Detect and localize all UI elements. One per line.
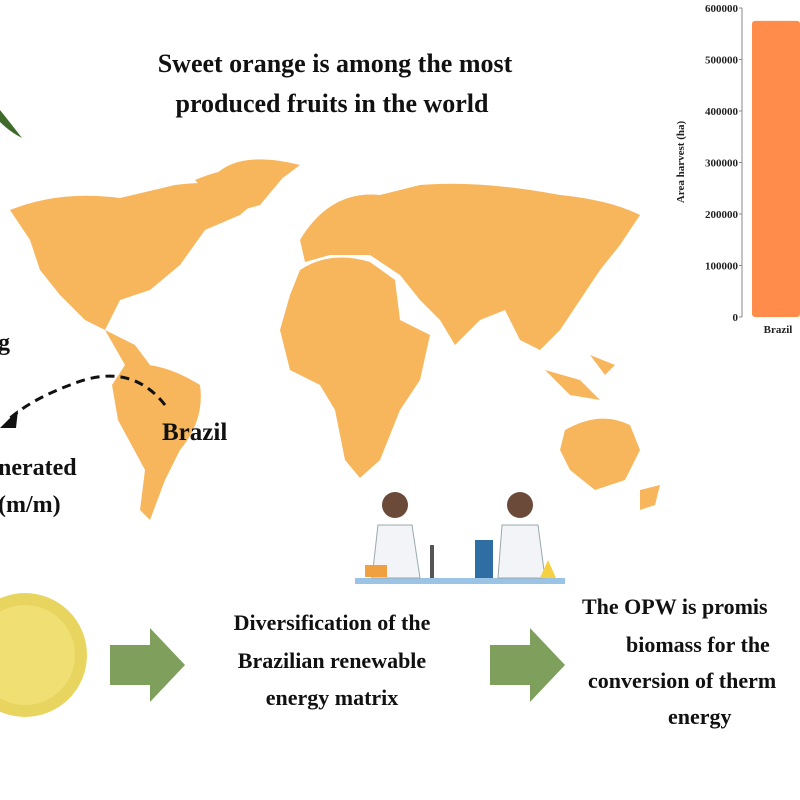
steps: Diversification of the Brazilian renewabl…	[234, 594, 777, 729]
y-tick-label: 100000	[705, 261, 739, 273]
leaf	[0, 110, 22, 138]
step-arrow	[490, 628, 565, 702]
bar	[752, 20, 800, 317]
dashed-arrow	[6, 374, 167, 422]
world-map	[10, 159, 660, 520]
arrow-head	[0, 410, 18, 428]
y-tick-label: 300000	[705, 158, 739, 170]
step-arrow	[110, 628, 185, 702]
y-axis-label: Area harvest (ha)	[675, 121, 687, 204]
country-label: Brazil	[162, 419, 227, 446]
step-text: The OPW is promis	[582, 594, 768, 619]
title-line: Sweet orange is among the most	[158, 49, 513, 78]
scientists-illustration	[355, 492, 565, 584]
step-text: Brazilian renewable	[238, 648, 427, 673]
step-text: Diversification of the	[234, 610, 431, 635]
y-tick-label: 400000	[705, 106, 739, 118]
step-text: conversion of therm	[588, 668, 776, 693]
step-text: biomass for the	[626, 632, 770, 657]
bar-chart: 0 100000 200000 300000 400000 500000 600000 Are…	[675, 3, 800, 336]
title-line: produced fruits in the world	[176, 89, 490, 118]
y-tick-label: 500000	[705, 55, 739, 67]
x-tick-label: Brazil	[764, 324, 793, 336]
y-tick-label: 200000	[705, 209, 739, 221]
generated-line: nerated	[0, 455, 77, 481]
orange-peel-texture	[0, 605, 75, 705]
step-text: energy	[668, 704, 732, 729]
y-tick-label: 600000	[705, 3, 739, 15]
step-text: energy matrix	[266, 685, 399, 710]
y-tick-label: 0	[733, 312, 739, 324]
generated-line: (m/m)	[0, 492, 61, 518]
cut-word: g	[0, 330, 10, 356]
